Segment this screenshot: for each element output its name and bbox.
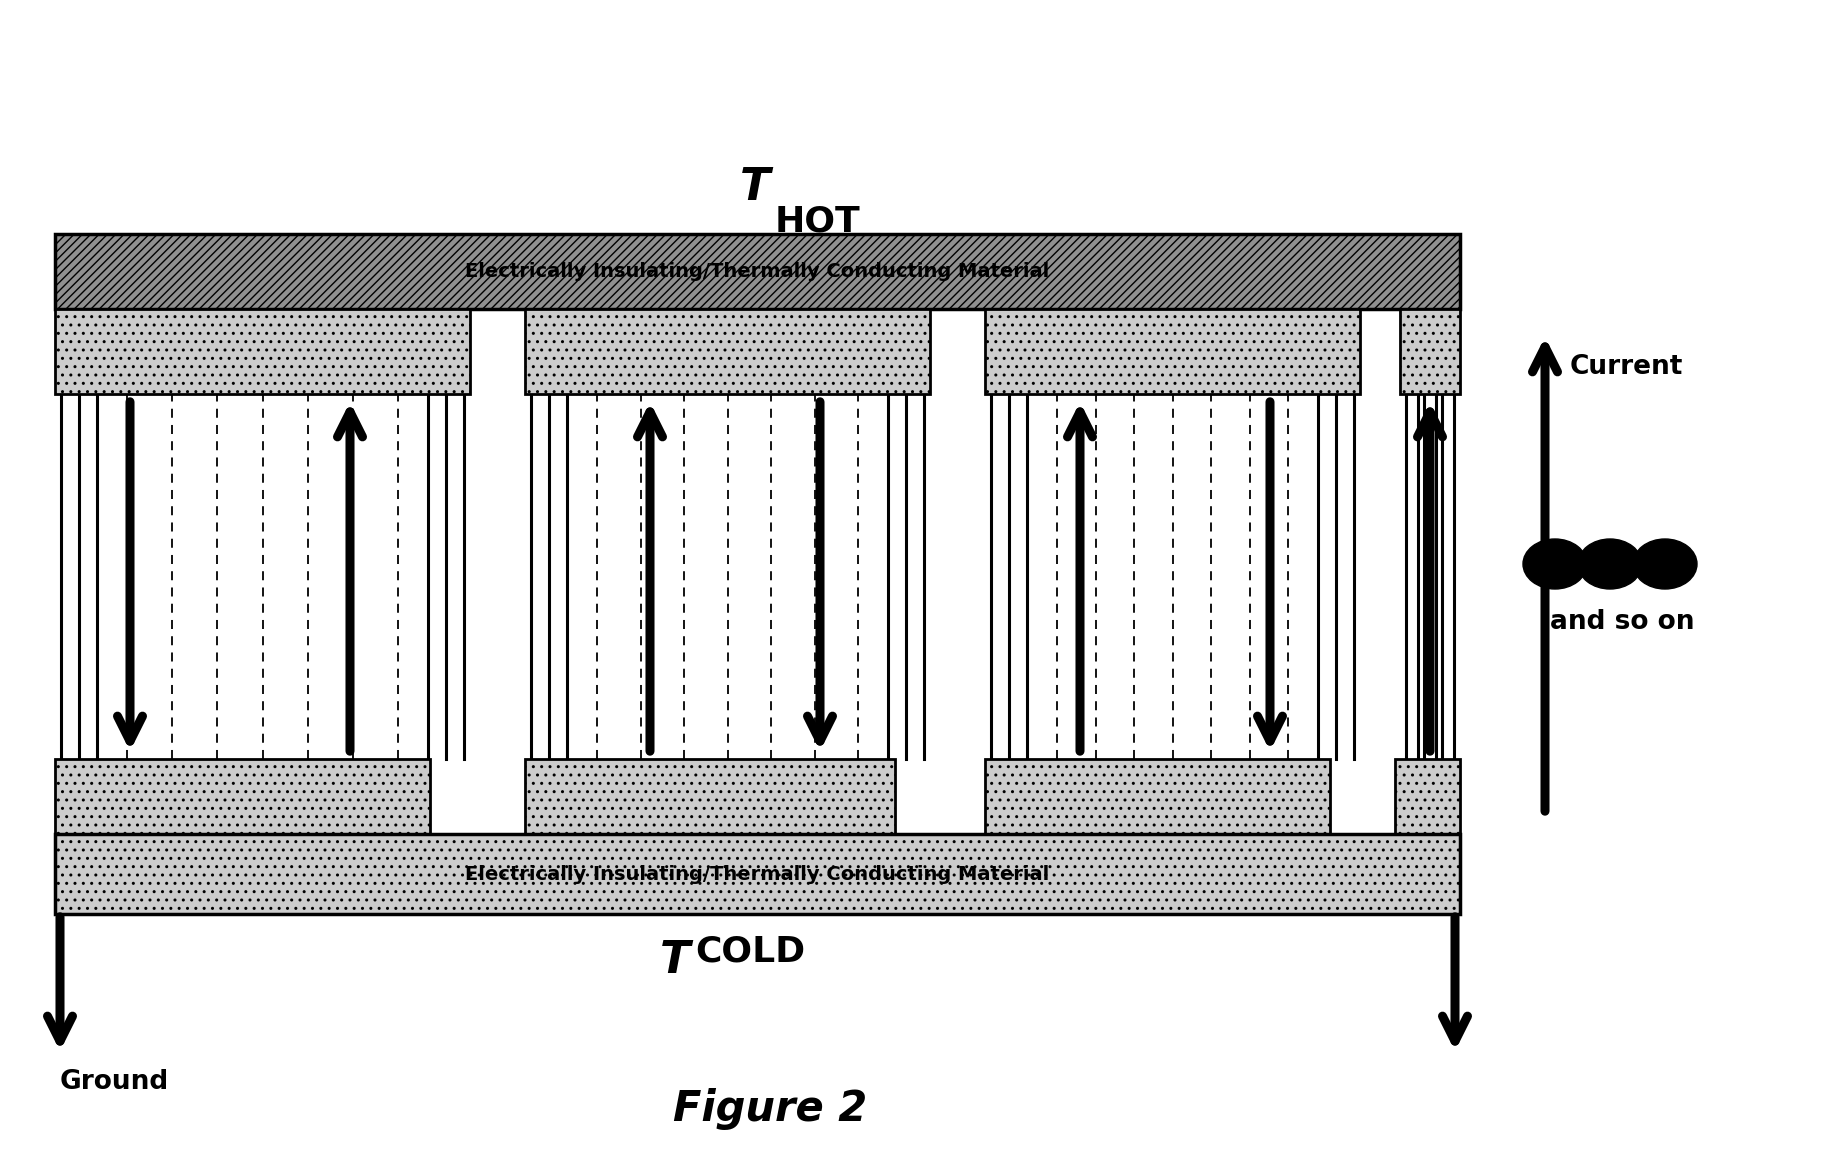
Text: and so on: and so on xyxy=(1550,609,1695,636)
Bar xyxy=(55,759,429,833)
Ellipse shape xyxy=(1523,539,1587,589)
Text: T: T xyxy=(740,166,771,210)
Bar xyxy=(55,308,469,393)
Bar xyxy=(1395,759,1461,833)
Ellipse shape xyxy=(1632,539,1696,589)
Bar xyxy=(984,759,1329,833)
Text: HOT: HOT xyxy=(774,205,860,239)
Bar xyxy=(526,308,929,393)
Text: Current: Current xyxy=(1570,354,1684,379)
Text: Ground: Ground xyxy=(60,1069,170,1095)
Bar xyxy=(55,833,1461,914)
Text: Electrically Insulating/Thermally Conducting Material: Electrically Insulating/Thermally Conduc… xyxy=(466,865,1050,883)
Bar xyxy=(526,759,895,833)
Text: T: T xyxy=(659,939,690,982)
Bar xyxy=(984,308,1360,393)
Bar xyxy=(1401,308,1461,393)
Text: COLD: COLD xyxy=(696,934,805,968)
Text: Figure 2: Figure 2 xyxy=(672,1088,867,1130)
Text: Electrically Insulating/Thermally Conducting Material: Electrically Insulating/Thermally Conduc… xyxy=(466,262,1050,281)
Bar xyxy=(55,234,1461,308)
Ellipse shape xyxy=(1578,539,1642,589)
